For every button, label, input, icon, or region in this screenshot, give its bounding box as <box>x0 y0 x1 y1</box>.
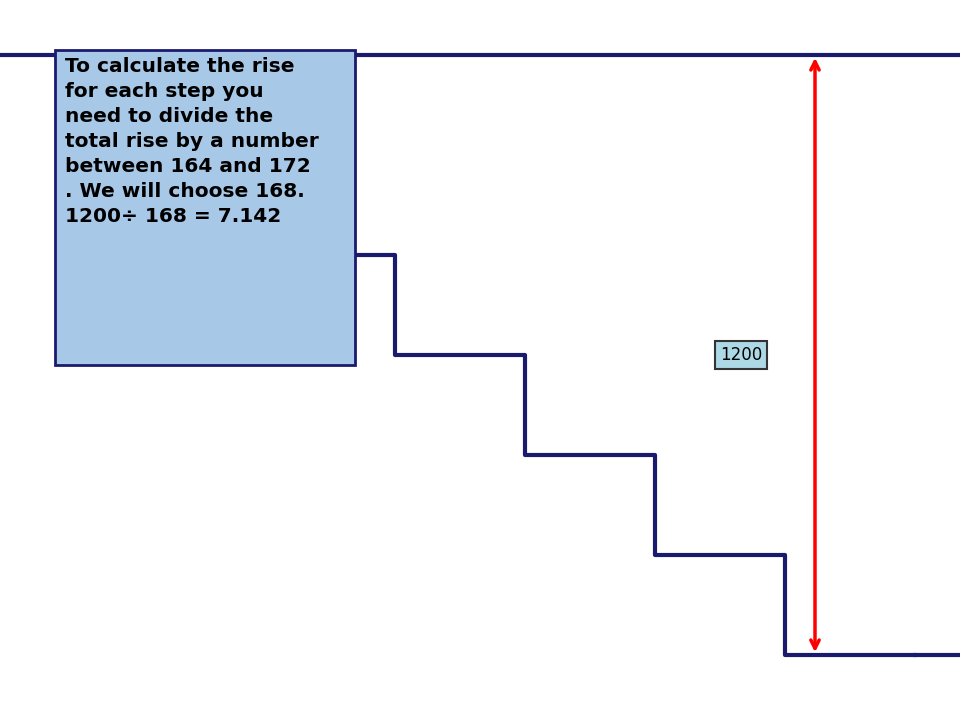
Text: 1200: 1200 <box>720 346 762 364</box>
FancyBboxPatch shape <box>55 50 355 365</box>
Text: To calculate the rise
for each step you
need to divide the
total rise by a numbe: To calculate the rise for each step you … <box>64 57 319 226</box>
